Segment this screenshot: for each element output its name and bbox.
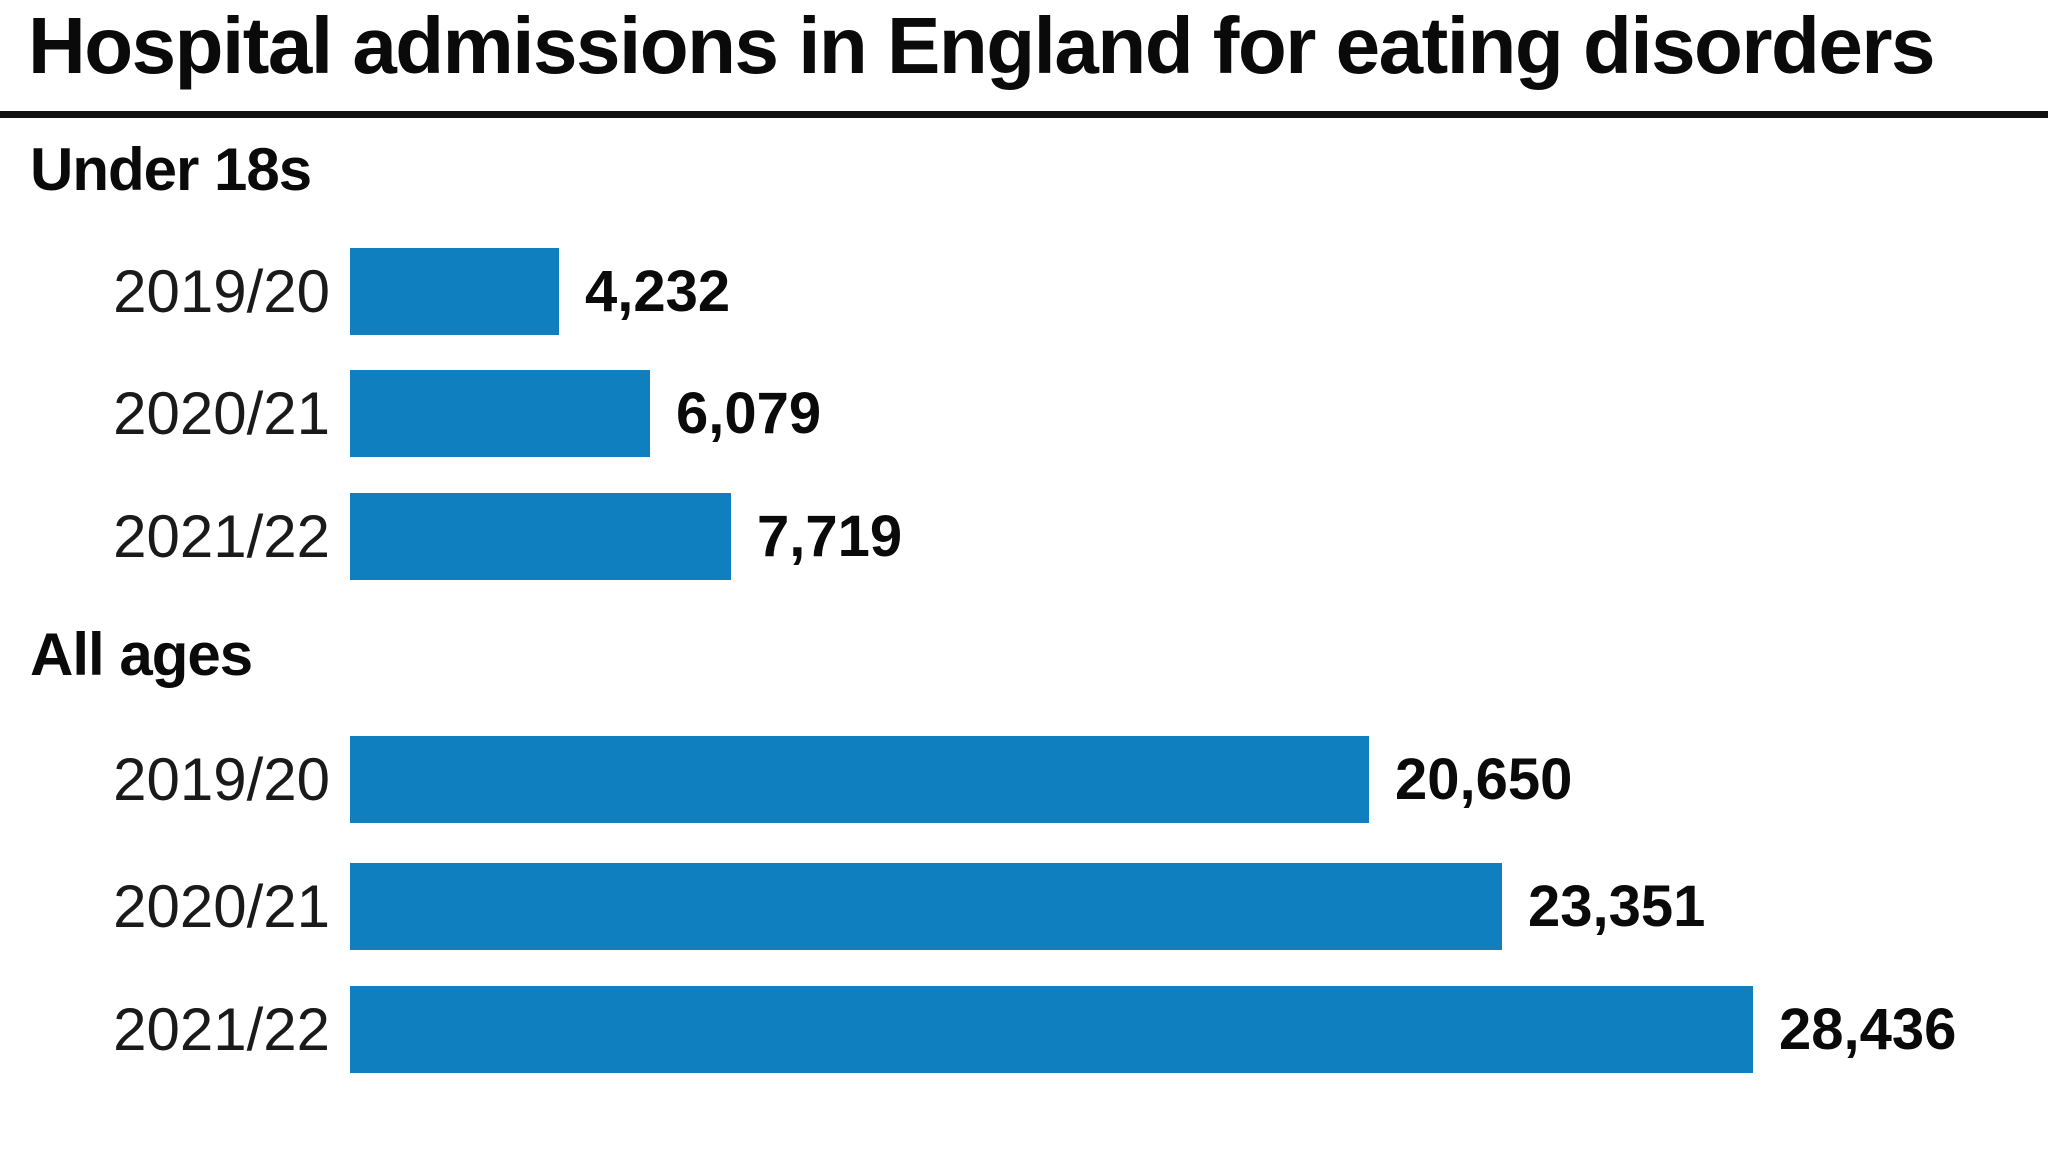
bar-row-allages-2021-22: 2021/22 28,436: [0, 986, 1956, 1073]
value-label: 23,351: [1528, 874, 1706, 939]
bar-allages-2020-21: [350, 863, 1502, 950]
year-label: 2021/22: [113, 996, 330, 1063]
year-label: 2020/21: [113, 873, 330, 940]
section-header-all-ages: All ages: [30, 621, 253, 688]
value-label: 6,079: [676, 381, 822, 446]
bar-under18s-2021-22: [350, 493, 731, 580]
bar-row-allages-2020-21: 2020/21 23,351: [0, 863, 1705, 950]
bar-under18s-2019-20: [350, 248, 559, 335]
year-label: 2020/21: [113, 380, 330, 447]
value-label: 28,436: [1779, 997, 1957, 1062]
year-label: 2019/20: [113, 746, 330, 813]
chart-title: Hospital admissions in England for eatin…: [28, 1, 1936, 90]
section-header-under-18s: Under 18s: [30, 136, 312, 203]
value-label: 20,650: [1395, 747, 1573, 812]
title-divider-rule: [0, 111, 2048, 118]
value-label: 7,719: [757, 504, 903, 569]
value-label: 4,232: [585, 259, 731, 324]
bar-row-under18s-2019-20: 2019/20 4,232: [0, 248, 730, 335]
bar-allages-2021-22: [350, 986, 1753, 1073]
bar-under18s-2020-21: [350, 370, 650, 457]
bar-allages-2019-20: [350, 736, 1369, 823]
year-label: 2019/20: [113, 258, 330, 325]
bar-row-under18s-2021-22: 2021/22 7,719: [0, 493, 902, 580]
year-label: 2021/22: [113, 503, 330, 570]
bar-row-under18s-2020-21: 2020/21 6,079: [0, 370, 821, 457]
bar-row-allages-2019-20: 2019/20 20,650: [0, 736, 1572, 823]
